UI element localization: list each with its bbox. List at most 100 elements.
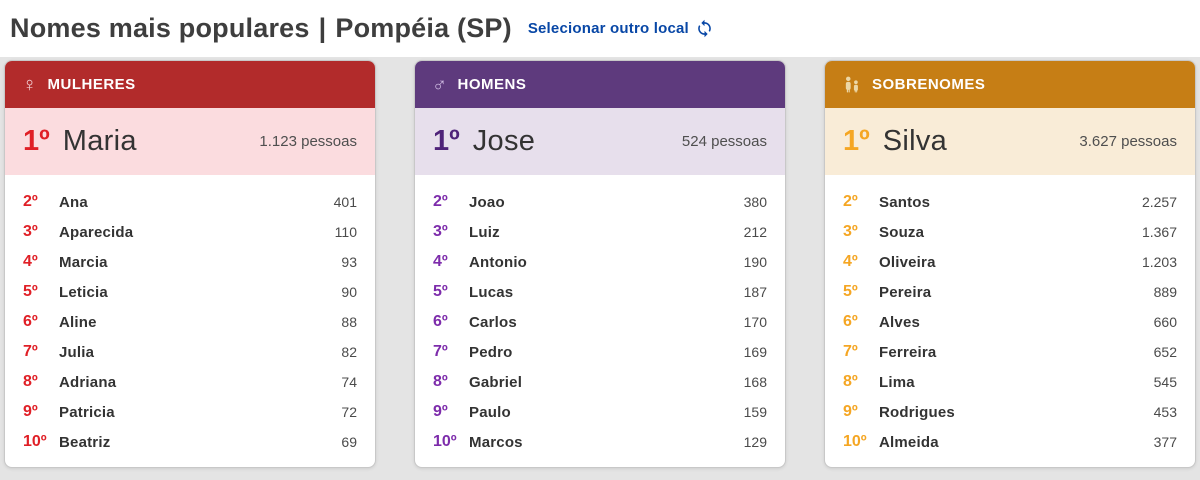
rank-label: 7º [843, 343, 858, 360]
card-title: HOMENS [457, 76, 527, 93]
ranking-row: 4º Oliveira 1.203 [843, 247, 1177, 277]
name-label: Beatriz [59, 433, 111, 451]
count-value: 169 [743, 344, 767, 360]
page-title-location: Pompéia (SP) [335, 13, 512, 43]
rank-label: 4º [23, 253, 38, 270]
name-label: Gabriel [469, 373, 523, 391]
rank-label: 8º [843, 373, 858, 390]
name-label: Aparecida [59, 223, 134, 241]
ranking-row: 5º Leticia 90 [23, 277, 357, 307]
name-label: Oliveira [879, 253, 936, 271]
page-title-prefix: Nomes mais populares [10, 13, 310, 43]
page-title: Nomes mais populares | Pompéia (SP) [10, 13, 512, 44]
rank-label: 4º [433, 253, 448, 270]
card-header-sobrenomes: SOBRENOMES [825, 61, 1195, 108]
ranking-row: 10º Beatriz 69 [23, 427, 357, 457]
name-label: Souza [879, 223, 925, 241]
refresh-icon[interactable] [695, 19, 714, 38]
ranking-row: 2º Joao 380 [433, 187, 767, 217]
count-value: 524 pessoas [681, 133, 767, 150]
card-sobrenomes: SOBRENOMES 1º Silva 3.627 pessoas 2º Sant… [824, 60, 1196, 468]
name-label: Alves [879, 313, 921, 331]
ranking-row: 3º Aparecida 110 [23, 217, 357, 247]
card-header-homens: ♂ HOMENS [415, 61, 785, 108]
male-icon: ♂ [432, 73, 448, 96]
page-title-separator: | [318, 13, 327, 43]
ranking-row: 3º Luiz 212 [433, 217, 767, 247]
card-header-mulheres: ♀ MULHERES [5, 61, 375, 108]
count-value: 187 [743, 284, 767, 300]
rank-label: 3º [843, 223, 858, 240]
count-value: 401 [333, 194, 357, 210]
count-value: 889 [1153, 284, 1177, 300]
count-value: 212 [743, 224, 767, 240]
name-label: Antonio [469, 253, 528, 271]
name-label: Lucas [469, 283, 514, 301]
count-value: 69 [341, 434, 357, 450]
family-icon [842, 75, 862, 95]
ranking-row: 6º Carlos 170 [433, 307, 767, 337]
name-label: Marcia [59, 253, 108, 271]
name-label: Pedro [469, 343, 513, 361]
rank-label: 2º [843, 193, 858, 210]
rank-label: 6º [433, 313, 448, 330]
name-label: Adriana [59, 373, 117, 391]
rank-label: 8º [433, 373, 448, 390]
ranking-row: 4º Antonio 190 [433, 247, 767, 277]
name-label: Julia [59, 343, 95, 361]
name-label: Pereira [879, 283, 932, 301]
count-value: 74 [341, 374, 357, 390]
count-value: 1.123 pessoas [259, 133, 357, 150]
ranking-row: 2º Santos 2.257 [843, 187, 1177, 217]
name-label: Paulo [469, 403, 511, 421]
ranking-list: 2º Joao 380 3º Luiz 212 4º Antonio 190 5º Lucas 187… [415, 175, 785, 457]
ranking-row: 7º Julia 82 [23, 337, 357, 367]
ranking-row: 8º Gabriel 168 [433, 367, 767, 397]
female-icon: ♀ [22, 73, 38, 96]
name-label: Jose [472, 125, 536, 157]
name-label: Lima [879, 373, 915, 391]
rank-label: 10º [433, 433, 457, 450]
rank-label: 5º [433, 283, 448, 300]
count-value: 72 [341, 404, 357, 420]
count-value: 170 [743, 314, 767, 330]
name-label: Santos [879, 193, 931, 211]
rank-label: 10º [23, 433, 47, 450]
rank-label: 1º [433, 125, 460, 157]
count-value: 3.627 pessoas [1079, 133, 1177, 150]
name-label: Silva [882, 125, 948, 157]
count-value: 1.367 [1141, 224, 1177, 240]
ranking-list: 2º Santos 2.257 3º Souza 1.367 4º Oliveira 1.203… [825, 175, 1195, 457]
count-value: 2.257 [1141, 194, 1177, 210]
rank-label: 7º [433, 343, 448, 360]
count-value: 190 [743, 254, 767, 270]
select-other-location-link[interactable]: Selecionar outro local [528, 19, 714, 38]
ranking-row: 5º Pereira 889 [843, 277, 1177, 307]
name-label: Aline [59, 313, 97, 331]
ranking-row: 9º Paulo 159 [433, 397, 767, 427]
name-label: Leticia [59, 283, 108, 301]
count-value: 1.203 [1141, 254, 1177, 270]
count-value: 82 [341, 344, 357, 360]
ranking-row: 10º Almeida 377 [843, 427, 1177, 457]
rank-label: 1º [23, 125, 50, 157]
rank-label: 2º [433, 193, 448, 210]
name-label: Marcos [469, 433, 523, 451]
rank-label: 2º [23, 193, 38, 210]
name-label: Ferreira [879, 343, 937, 361]
card-homens: ♂ HOMENS 1º Jose 524 pessoas 2º Joao 380 3º… [414, 60, 786, 468]
rank-label: 6º [843, 313, 858, 330]
rank-label: 5º [843, 283, 858, 300]
ranking-row: 7º Pedro 169 [433, 337, 767, 367]
count-value: 110 [334, 224, 357, 240]
ranking-row: 7º Ferreira 652 [843, 337, 1177, 367]
rank-label: 5º [23, 283, 38, 300]
ranking-row: 6º Alves 660 [843, 307, 1177, 337]
ranking-list: 2º Ana 401 3º Aparecida 110 4º Marcia 93 5º Letici… [5, 175, 375, 457]
ranking-row: 9º Patricia 72 [23, 397, 357, 427]
cards-container: ♀ MULHERES 1º Maria 1.123 pessoas 2º Ana 4… [0, 57, 1200, 480]
ranking-row: 8º Lima 545 [843, 367, 1177, 397]
name-label: Maria [62, 125, 137, 157]
rank-label: 3º [23, 223, 38, 240]
count-value: 660 [1153, 314, 1177, 330]
